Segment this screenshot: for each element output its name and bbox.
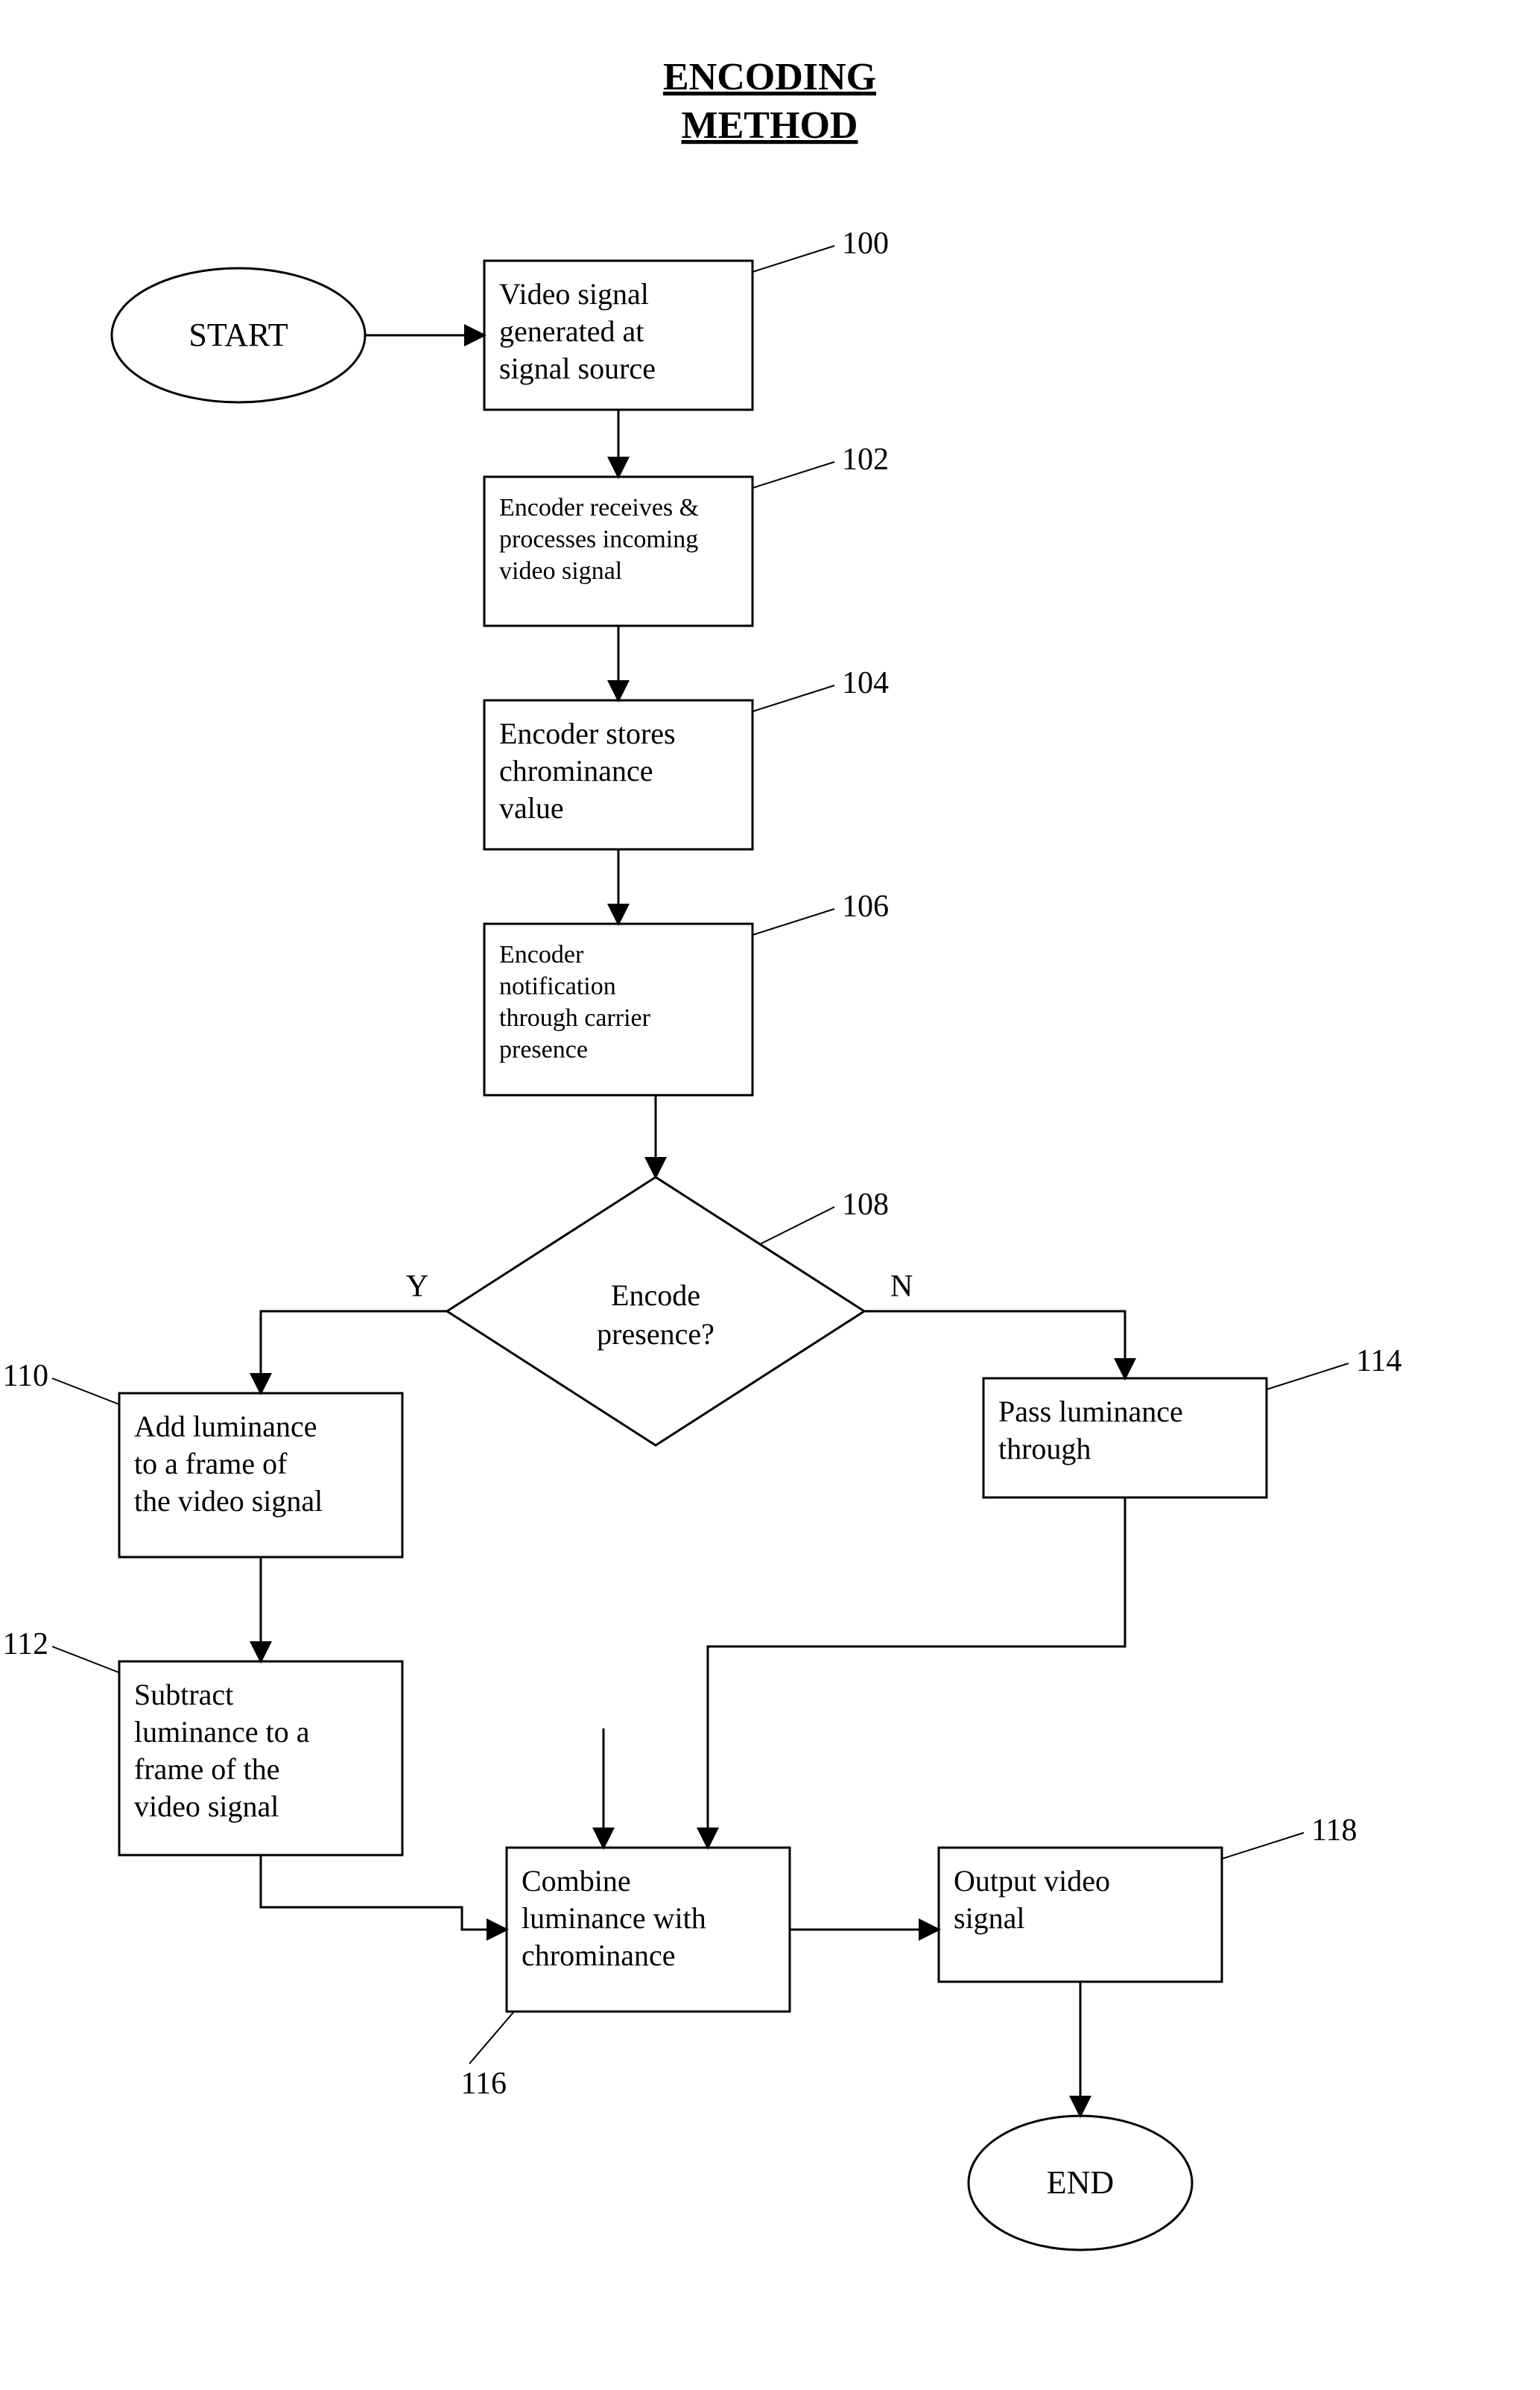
n104-text: chrominance xyxy=(499,754,653,787)
n104-ref: 104 xyxy=(842,666,889,700)
n112-text: luminance to a xyxy=(134,1715,310,1749)
label-yes: Y xyxy=(406,1270,428,1304)
n108-text: presence? xyxy=(597,1317,714,1351)
n100-text: Video signal xyxy=(499,277,649,311)
n118-text: Output video xyxy=(954,1864,1110,1898)
n106-text: through carrier xyxy=(499,1004,651,1032)
n116-text: chrominance xyxy=(522,1939,676,1972)
n110-text: the video signal xyxy=(134,1484,323,1518)
start-label: START xyxy=(188,317,288,353)
n112-text: video signal xyxy=(134,1790,279,1823)
n112-text: frame of the xyxy=(134,1752,279,1786)
n118-text: signal xyxy=(954,1901,1025,1935)
n106-text: Encoder xyxy=(499,941,584,969)
n116-text: Combine xyxy=(522,1864,631,1898)
edge-108-110 xyxy=(261,1311,447,1393)
n108-ref: 108 xyxy=(842,1188,889,1222)
n102-ref: 102 xyxy=(842,443,889,477)
page-title: ENCODING xyxy=(663,56,876,98)
edge-112-116 xyxy=(261,1855,507,1930)
n100-text: signal source xyxy=(499,352,656,385)
n102-text: Encoder receives & xyxy=(499,494,699,522)
n102-text: video signal xyxy=(499,557,622,585)
n104-text: Encoder stores xyxy=(499,717,676,750)
n110-text: to a frame of xyxy=(134,1447,288,1480)
n106-text: notification xyxy=(499,973,616,1001)
n110-ref: 110 xyxy=(3,1359,48,1393)
page-title: METHOD xyxy=(682,104,858,147)
edge-114-116 xyxy=(708,1497,1125,1848)
n100-text: generated at xyxy=(499,314,644,348)
n116-text: luminance with xyxy=(522,1901,706,1935)
edge-108-114 xyxy=(864,1311,1125,1378)
n106-text: presence xyxy=(499,1036,588,1064)
n100-ref: 100 xyxy=(842,226,889,261)
n114-ref: 114 xyxy=(1356,1344,1401,1378)
end-label: END xyxy=(1047,2164,1114,2201)
n118-ref: 118 xyxy=(1311,1813,1357,1848)
n108-text: Encode xyxy=(611,1278,700,1312)
n114-text: Pass luminance xyxy=(998,1395,1183,1428)
n104-text: value xyxy=(499,791,564,825)
label-no: N xyxy=(890,1270,913,1304)
n110-text: Add luminance xyxy=(134,1410,317,1443)
flowchart-canvas: ENCODING METHOD START Video signalgenerated… xyxy=(0,0,1540,2390)
n112-text: Subtract xyxy=(134,1678,233,1711)
n114-text: through xyxy=(998,1432,1091,1465)
n112-ref: 112 xyxy=(3,1627,48,1661)
n102-text: processes incoming xyxy=(499,526,698,554)
n116-ref: 116 xyxy=(461,2067,507,2101)
n106-ref: 106 xyxy=(842,890,889,924)
